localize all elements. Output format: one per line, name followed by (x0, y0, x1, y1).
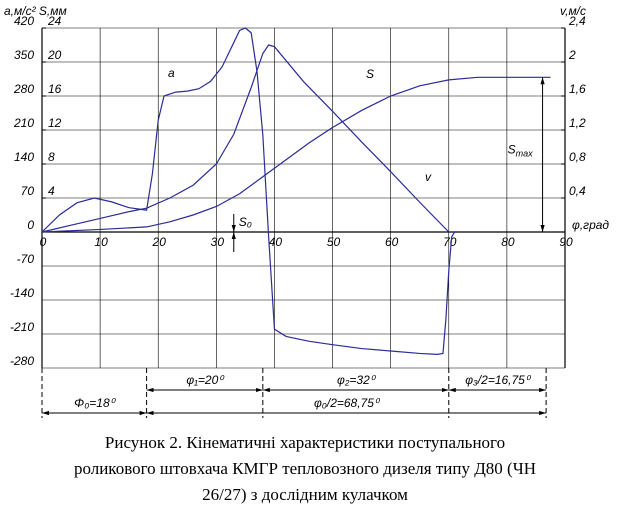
x-tick-label: 30 (211, 235, 225, 249)
y-tick-label: -280 (10, 354, 34, 368)
x-tick-label: 90 (559, 235, 573, 249)
y3-tick-label: 8 (48, 150, 55, 164)
y2-tick-label: 1,2 (569, 116, 586, 130)
y3-tick-label: 24 (47, 14, 62, 28)
x-tick-label: 70 (443, 235, 457, 249)
y3-tick-label: 12 (48, 116, 62, 130)
y-tick-label: 140 (14, 150, 34, 164)
curve-label: v (425, 170, 432, 184)
dimension-label: φ₁=20⁰ (186, 373, 225, 387)
y2-tick-label: 2 (568, 48, 576, 62)
dimension-label: φ₀/2=68,75⁰ (314, 396, 381, 410)
x-tick-label: 0 (40, 235, 47, 249)
caption: роликового штовхача КМГР тепловозного ди… (74, 459, 536, 478)
smax-sub: max (516, 149, 534, 159)
dimension-label: φ₂=32⁰ (337, 373, 377, 387)
curve-label: a (168, 66, 175, 80)
x-tick-label: 40 (269, 235, 283, 249)
smax-label: Smax (508, 143, 534, 159)
y-tick-label: -70 (17, 252, 35, 266)
y-tick-label: -210 (10, 320, 34, 334)
y3-tick-label: 4 (48, 184, 55, 198)
y3-tick-label: 20 (47, 48, 62, 62)
curve (41, 27, 456, 356)
caption: Рисунок 2. Кінематичні характеристики по… (105, 433, 505, 452)
y-tick-label: 420 (14, 14, 34, 28)
y-axis-title: a,м/c² S,мм (4, 4, 67, 18)
y-tick-label: 280 (13, 82, 34, 96)
x-tick-label: 80 (501, 235, 515, 249)
curve (41, 44, 450, 233)
smax-main: S (508, 143, 516, 157)
y2-axis-title: v,м/с (560, 4, 586, 18)
y2-tick-label: 2,4 (568, 14, 586, 28)
y-tick-label: 70 (21, 184, 35, 198)
y-tick-label: -140 (10, 286, 34, 300)
x-tick-label: 10 (94, 235, 108, 249)
s0-label: S₀ (239, 215, 252, 229)
dimension-label: φ₃/2=16,75⁰ (465, 373, 532, 387)
y2-tick-label: 1,6 (569, 82, 586, 96)
y2-tick-label: 0,4 (569, 184, 586, 198)
curve-label: S (366, 67, 374, 81)
x-tick-label: 50 (327, 235, 341, 249)
y3-tick-label: 16 (48, 82, 62, 96)
x-tick-label: 20 (152, 235, 167, 249)
caption: 26/27) з дослідним кулачком (202, 485, 408, 504)
x-tick-label: 60 (385, 235, 399, 249)
y2-tick-label: 0,8 (569, 150, 586, 164)
y-tick-label: 0 (27, 218, 34, 232)
dimension-label: Φ₀=18⁰ (74, 396, 116, 410)
curve (41, 76, 551, 233)
x-axis-title: φ,град (572, 218, 609, 232)
y-tick-label: 210 (13, 116, 34, 130)
y-tick-label: 350 (14, 48, 34, 62)
